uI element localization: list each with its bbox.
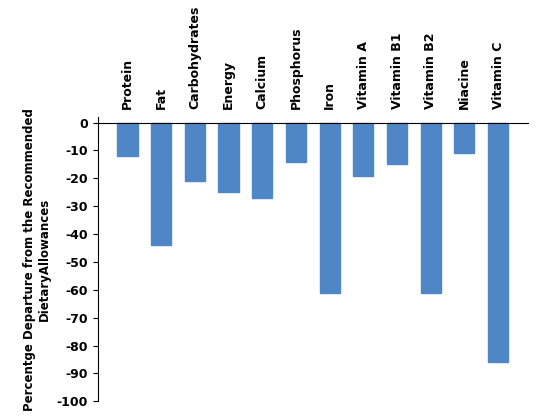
Bar [151, 122, 171, 245]
Bar [185, 122, 205, 181]
Bar [454, 122, 474, 153]
Y-axis label: Percentge Departure from the Recommended
DietaryAllowances: Percentge Departure from the Recommended… [23, 108, 51, 410]
Bar [286, 122, 306, 162]
Bar [252, 122, 273, 198]
Bar [488, 122, 508, 362]
Bar [387, 122, 407, 164]
Bar [353, 122, 373, 176]
Bar [319, 122, 340, 293]
Bar [219, 122, 239, 192]
Bar [118, 122, 138, 156]
Bar [421, 122, 441, 293]
